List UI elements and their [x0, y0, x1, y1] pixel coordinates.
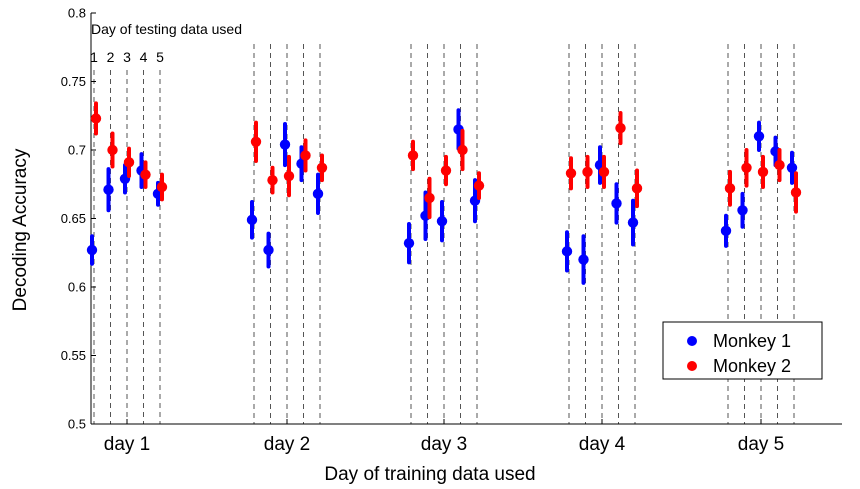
data-point: [627, 217, 639, 228]
annotation-sublabel: 3: [123, 49, 131, 65]
x-category-label: day 5: [738, 434, 784, 455]
legend-label: Monkey 2: [713, 356, 791, 376]
data-point: [283, 170, 295, 182]
data-point: [457, 144, 468, 156]
data-point: [90, 113, 102, 124]
data-point: [407, 150, 419, 161]
data-point: [424, 192, 435, 204]
data-point: [737, 205, 748, 216]
annotation-sublabel: 1: [90, 49, 98, 65]
data-point: [107, 144, 118, 156]
legend-marker: [687, 336, 697, 346]
annotation-sublabel: 2: [107, 49, 115, 65]
annotation-title: Day of testing data used: [91, 21, 242, 37]
data-point: [440, 165, 452, 176]
data-point: [263, 244, 274, 256]
data-point: [578, 254, 589, 265]
y-tick-label: 0.55: [61, 348, 86, 363]
data-point: [741, 162, 752, 174]
x-category-label: day 3: [421, 434, 467, 455]
data-point: [267, 174, 278, 186]
data-point: [724, 183, 736, 194]
legend: Monkey 1 Monkey 2: [662, 321, 823, 380]
data-point: [753, 131, 765, 142]
x-category-label: day 4: [579, 434, 626, 455]
data-point: [250, 136, 262, 147]
data-point: [436, 216, 448, 227]
data-point: [757, 166, 769, 178]
annotation-sublabel: 4: [140, 49, 148, 65]
y-tick-label: 0.75: [61, 74, 86, 89]
data-point: [615, 122, 626, 134]
data-point: [156, 181, 168, 193]
data-point: [774, 159, 785, 171]
x-category-labels: day 1 day 2 day 3 day 4 day 5: [104, 419, 784, 455]
data-point: [786, 162, 798, 174]
x-category-label: day 2: [264, 434, 310, 455]
data-point: [316, 162, 328, 174]
legend-label: Monkey 1: [713, 331, 791, 351]
data-point: [103, 184, 114, 195]
data-point: [582, 166, 593, 178]
data-point: [300, 150, 311, 161]
data-point: [598, 166, 610, 178]
annotation-sublabel: 5: [156, 49, 164, 65]
data-point: [720, 225, 732, 237]
y-tick-label: 0.7: [68, 143, 86, 158]
data-point: [140, 169, 151, 180]
data-point: [473, 180, 485, 191]
data-point: [790, 187, 802, 198]
y-ticks: 0.5 0.55 0.6 0.65 0.7 0.75 0.8: [61, 6, 96, 432]
y-tick-label: 0.6: [68, 280, 86, 295]
y-tick-label: 0.5: [68, 417, 86, 432]
data-point: [312, 188, 324, 200]
data-points: [86, 101, 802, 285]
data-point: [246, 214, 258, 226]
legend-marker: [687, 361, 697, 371]
y-axis-title: Decoding Accuracy: [10, 148, 31, 311]
data-point: [561, 246, 573, 257]
y-tick-label: 0.8: [68, 6, 86, 21]
y-tick-label: 0.65: [61, 211, 86, 226]
x-category-label: day 1: [104, 434, 150, 455]
data-point: [123, 157, 135, 168]
x-axis-title: Day of training data used: [324, 464, 535, 485]
data-point: [403, 237, 415, 249]
data-point: [86, 244, 98, 256]
data-point: [279, 139, 291, 150]
data-point: [611, 198, 622, 209]
data-point: [631, 183, 643, 194]
data-point: [565, 168, 577, 179]
